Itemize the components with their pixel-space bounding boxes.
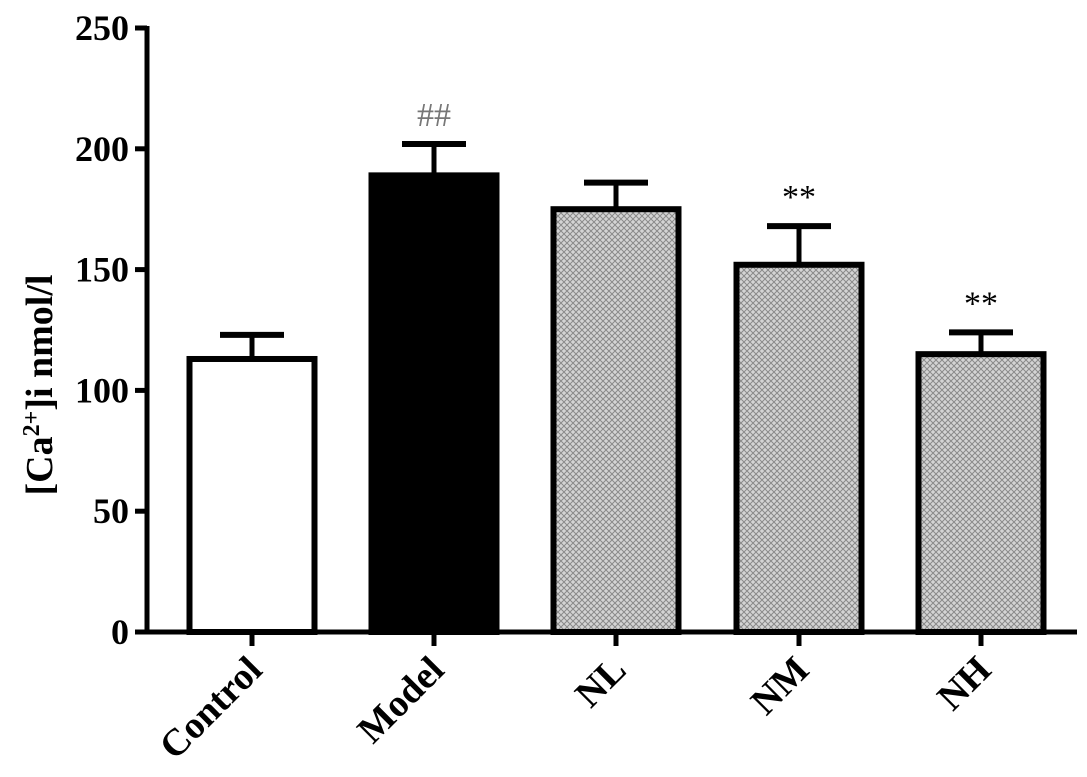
bar-model: [368, 172, 500, 635]
y-tick-label: 250: [75, 8, 129, 48]
bars: [186, 140, 1047, 635]
bar-nm: [733, 261, 865, 635]
significance-label: **: [782, 179, 816, 216]
y-axis-title-open: [Ca: [19, 436, 61, 495]
x-tick-label: Model: [350, 649, 453, 752]
y-axis-title: [Ca2+]i nmol/l: [19, 275, 61, 496]
bar-control: [186, 355, 318, 635]
y-tick-label: 150: [75, 250, 129, 290]
x-tick-label: NM: [743, 649, 817, 723]
x-tick-label: Control: [152, 649, 271, 768]
bar-nl: [550, 206, 682, 635]
y-axis-title-close: ]i nmol/l: [19, 275, 61, 411]
significance-label: **: [964, 285, 998, 322]
bar-nh: [915, 351, 1047, 635]
y-tick-label: 200: [75, 129, 129, 169]
significance-label: ##: [417, 97, 451, 134]
y-tick-label: 0: [111, 612, 129, 652]
x-tick-label: NL: [567, 649, 634, 716]
y-tick-label: 50: [93, 491, 129, 531]
y-tick-label: 100: [75, 370, 129, 410]
x-tick-label: NH: [929, 649, 999, 719]
y-axis-title-superscript: 2+: [19, 411, 45, 437]
